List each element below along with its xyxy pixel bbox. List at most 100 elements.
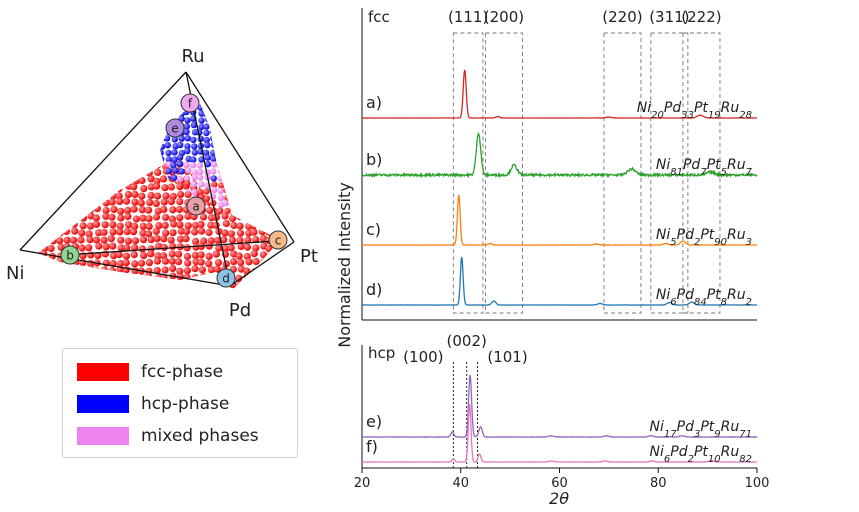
hcp-point [178, 135, 185, 142]
xrd-line-f [361, 403, 758, 463]
fcc-point [274, 192, 280, 200]
fcc-point [79, 273, 87, 281]
fcc-point [38, 199, 42, 207]
fcc-point [273, 176, 280, 184]
fcc-point [47, 221, 55, 229]
legend-label: hcp-phase [141, 394, 230, 414]
fcc-point [27, 287, 34, 294]
formula-element: Pt [694, 444, 708, 460]
fcc-point [109, 161, 117, 169]
fcc-point [109, 182, 117, 191]
mixed-point [230, 206, 232, 213]
mixed-point [223, 186, 230, 194]
phase-legend: fcc-phase hcp-phase mixed phases [62, 348, 298, 458]
fcc-point [161, 266, 169, 274]
fcc-point [92, 220, 101, 228]
mixed-point [183, 175, 191, 182]
fcc-point [70, 214, 78, 222]
hcp-point [237, 109, 243, 115]
mixed-point [160, 103, 164, 109]
hcp-point [231, 123, 232, 131]
fcc-point [274, 198, 280, 206]
mixed-point [196, 174, 204, 181]
fcc-point [230, 198, 238, 206]
hcp-point [210, 155, 217, 163]
fcc-point [282, 267, 289, 274]
formula-subscript: 33 [681, 110, 694, 121]
fcc-point [137, 281, 145, 289]
legend-swatch [77, 363, 129, 381]
fcc-point [109, 221, 117, 229]
fcc-point [250, 184, 258, 192]
fcc-point [244, 192, 252, 200]
series-label-d: d) [366, 280, 382, 299]
fcc-point [48, 252, 56, 260]
fcc-point [227, 230, 235, 238]
fcc-point [167, 236, 175, 244]
fcc-point [274, 161, 280, 169]
mixed-point [171, 103, 178, 109]
fcc-point [198, 266, 206, 274]
fcc-point [102, 273, 110, 281]
formula-subscript: 82 [739, 454, 752, 465]
mixed-point [218, 168, 225, 175]
fcc-point [214, 259, 223, 267]
hcp-point [204, 154, 211, 161]
fcc-point [161, 221, 169, 229]
fcc-point [87, 265, 95, 273]
hcp-point [190, 136, 197, 144]
hcp-point [224, 155, 231, 162]
fcc-point [280, 155, 287, 162]
fcc-point [137, 199, 145, 207]
legend-swatch [77, 427, 129, 445]
mixed-point [217, 187, 224, 195]
hcp-point [216, 142, 223, 150]
fcc-point [115, 192, 123, 200]
fcc-point [250, 207, 258, 215]
fcc-point [42, 177, 50, 185]
fcc-point [230, 206, 238, 214]
hcp-point [176, 154, 184, 161]
fcc-point [259, 175, 267, 183]
xrd-line-e [361, 374, 758, 438]
fcc-point [176, 273, 184, 281]
hcp-point [160, 155, 165, 163]
fcc-point [26, 175, 33, 182]
fcc-point [282, 146, 289, 153]
hcp-point [216, 137, 224, 144]
fcc-point [176, 198, 184, 206]
fcc-point [87, 190, 96, 198]
hcp-point [230, 155, 232, 162]
formula-subscript: 5 [670, 237, 676, 248]
hcp-point [160, 109, 165, 116]
fcc-point [175, 250, 183, 258]
panel-tag-hcp: hcp [368, 344, 395, 362]
fcc-point [116, 228, 124, 236]
formula-subscript: 84 [694, 297, 707, 308]
fcc-point [138, 192, 146, 200]
legend-item-hcp: hcp-phase [77, 389, 229, 419]
fcc-point [265, 221, 273, 229]
fcc-point [108, 198, 116, 206]
fcc-point [117, 214, 125, 222]
mixed-point [222, 199, 229, 207]
formula-subscript: 6 [670, 297, 676, 308]
hcp-point [203, 123, 210, 130]
fcc-point [243, 289, 251, 290]
fcc-point [228, 168, 236, 176]
peak-region-label: (111) [448, 8, 488, 26]
fcc-point [100, 190, 108, 198]
fcc-point [167, 198, 175, 206]
fcc-point [207, 273, 215, 281]
fcc-point [267, 273, 275, 281]
peak-region-label: (200) [484, 8, 524, 26]
fcc-point [250, 222, 258, 230]
fcc-point [125, 221, 133, 229]
fcc-point [63, 169, 71, 177]
marker-label-d: d [222, 272, 230, 286]
hcp-point [198, 123, 205, 130]
fcc-point [130, 251, 138, 259]
fcc-point [40, 198, 49, 206]
fcc-point [94, 252, 102, 260]
